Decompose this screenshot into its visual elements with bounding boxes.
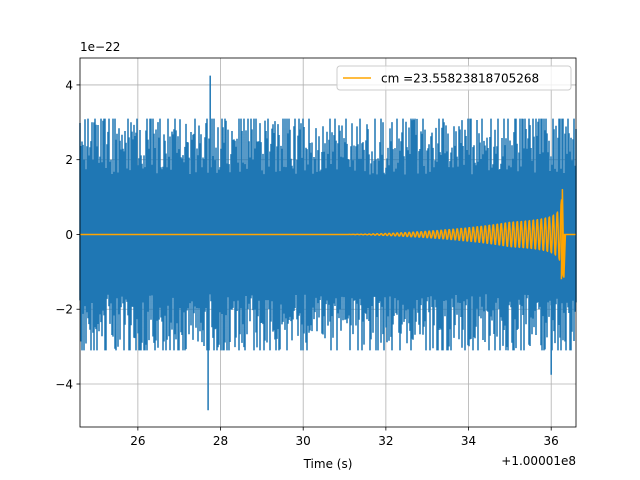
y-tick-label: 0: [65, 228, 73, 242]
x-tick-label: 26: [130, 434, 145, 448]
x-tick-label: 28: [213, 434, 228, 448]
x-tick-label: 36: [544, 434, 559, 448]
legend: cm =23.55823818705268: [336, 65, 572, 91]
series-noise: [79, 75, 577, 411]
y-tick-label: 2: [65, 153, 73, 167]
x-tick-label: 30: [296, 434, 311, 448]
series-chirp: [79, 188, 577, 280]
x-tick-label: 32: [378, 434, 393, 448]
series-lines: [79, 75, 577, 411]
legend-label-chirp: cm =23.55823818705268: [381, 72, 539, 86]
y-axis-scale-label: 1e−22: [80, 40, 120, 54]
y-tick-label: −2: [55, 303, 73, 317]
y-tick-label: −4: [55, 378, 73, 392]
y-tick-label: 4: [65, 78, 73, 92]
x-axis-label: Time (s): [303, 457, 353, 471]
x-axis-offset-label: +1.00001e8: [501, 454, 576, 468]
axis-ticks: 26 28 30 32 34 36 4 2 0 −2 −4: [55, 78, 559, 448]
legend-box: [336, 65, 572, 91]
x-tick-label: 34: [461, 434, 476, 448]
axes-frame: [79, 57, 577, 428]
